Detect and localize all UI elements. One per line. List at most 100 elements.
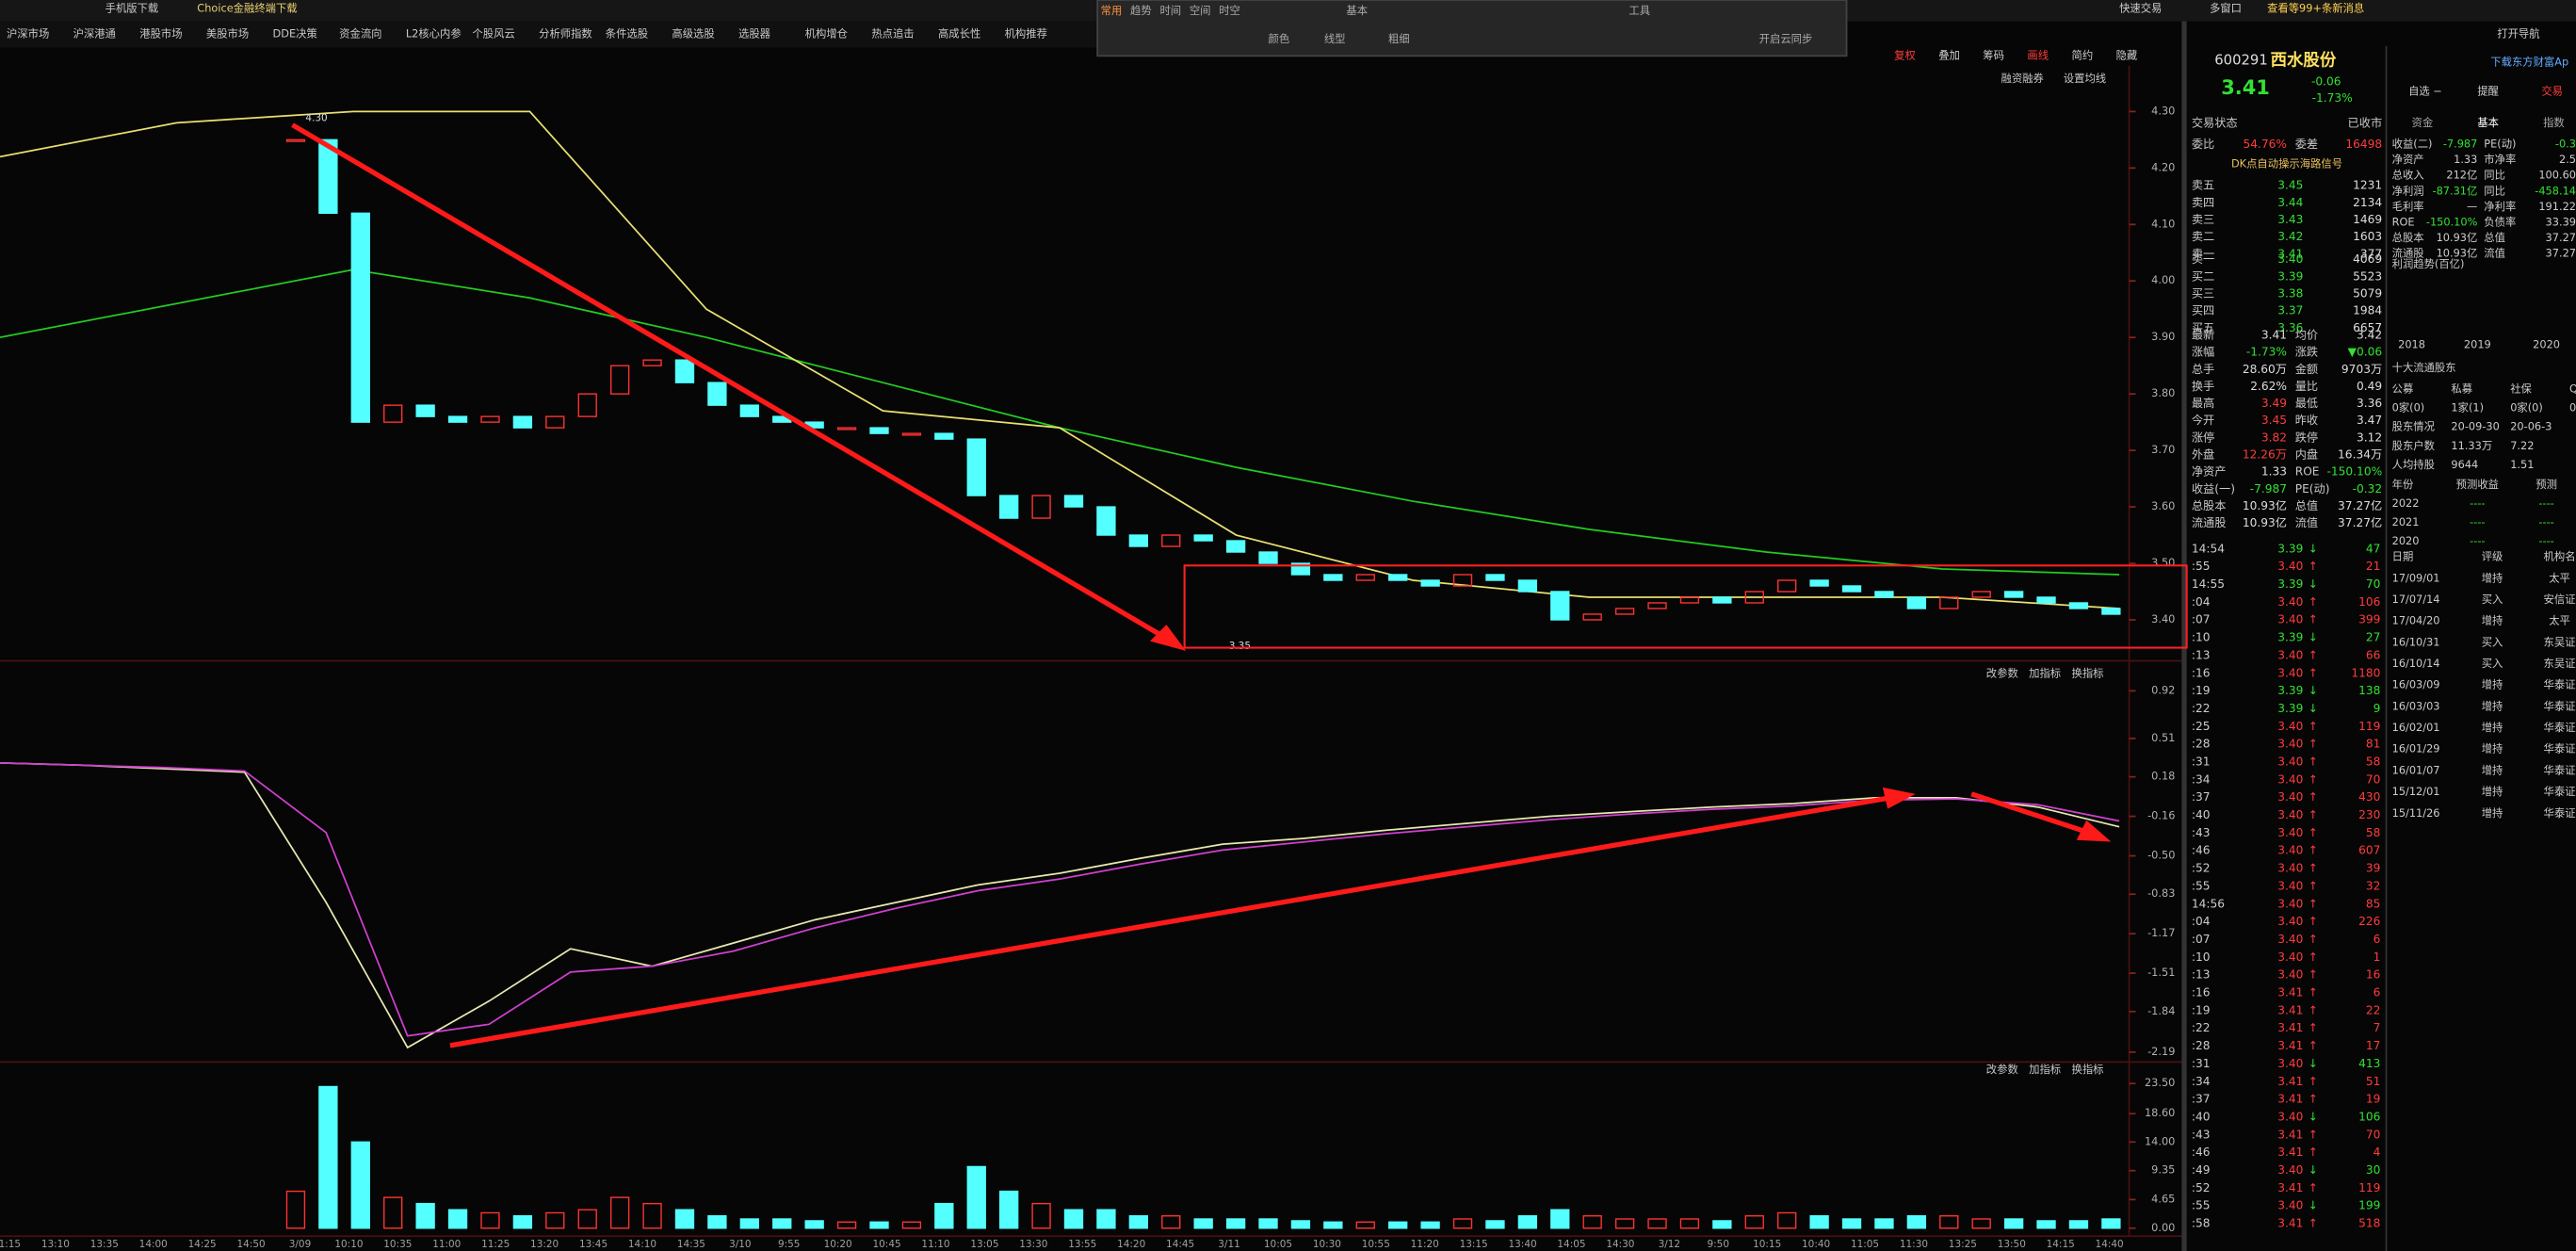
stock-code: 600291	[2214, 53, 2268, 69]
panel-link[interactable]: 换指标	[2072, 666, 2104, 679]
chart-link[interactable]: 融资融券	[2001, 72, 2045, 85]
x-tick-label: 14:50	[237, 1239, 266, 1250]
tick-price: 3.39	[2277, 702, 2303, 715]
label: 均价	[2295, 328, 2318, 341]
book-level: 买三	[2192, 287, 2214, 301]
label: 毛利率	[2392, 200, 2424, 213]
label: 16/10/14	[2392, 657, 2440, 670]
menu-item[interactable]: L2核心内参	[406, 27, 462, 41]
x-tick-label: 13:50	[1998, 1239, 2026, 1250]
x-tick-label: 14:40	[2096, 1239, 2124, 1250]
menu-item[interactable]: 港股市场	[139, 27, 182, 41]
label: 2.62%	[2250, 380, 2287, 393]
tick-volume: 70	[2366, 772, 2381, 786]
menu-item[interactable]: 热点追击	[871, 27, 914, 41]
chart-link[interactable]: 设置均线	[2064, 72, 2106, 85]
top-button[interactable]: 多窗口	[2210, 2, 2242, 15]
volume-bar	[772, 1218, 792, 1229]
button[interactable]: 提醒	[2477, 85, 2499, 98]
top-button[interactable]: 查看等99+条新消息	[2267, 2, 2364, 15]
tab[interactable]: 趋势	[1130, 4, 1152, 17]
section-title: 利润趋势(百亿)	[2392, 257, 2465, 270]
menu-item[interactable]: 分析师指数	[539, 27, 592, 41]
download-link[interactable]: 手机版下载	[105, 2, 159, 15]
tick-price: 3.40	[2277, 1057, 2303, 1070]
panel-link[interactable]: 加指标	[2029, 1063, 2061, 1076]
volume-bar	[415, 1202, 435, 1229]
tick-price: 3.40	[2277, 1110, 2303, 1123]
label: ROE	[2392, 215, 2415, 228]
button[interactable]: 自选 −	[2408, 85, 2442, 98]
y-tick-label: 0.92	[2151, 683, 2175, 696]
label: 2020	[2392, 534, 2420, 547]
x-tick-label: 14:05	[1557, 1239, 1585, 1250]
top-button[interactable]: 快速交易	[2119, 2, 2162, 15]
label: -150.10%	[2326, 465, 2382, 479]
menu-item[interactable]: DDE决策	[273, 27, 317, 41]
volume-bar	[1647, 1218, 1667, 1229]
tick-time: :37	[2192, 1093, 2211, 1106]
menu-item[interactable]: 选股器	[738, 27, 770, 41]
tick-direction: ↑	[2309, 560, 2318, 573]
x-tick-label: 14:30	[1606, 1239, 1634, 1250]
panel-link[interactable]: 加指标	[2029, 666, 2061, 679]
label: ----	[2470, 534, 2485, 547]
label: 评级	[2482, 550, 2503, 563]
book-volume: 5523	[2353, 269, 2382, 283]
label: ----	[2538, 534, 2553, 547]
menu-item[interactable]: 机构增仓	[805, 27, 848, 41]
x-tick-label: 11:05	[1851, 1239, 1879, 1250]
tick-time: :34	[2192, 772, 2211, 786]
label: 太平	[2549, 614, 2570, 627]
menu-item[interactable]: 机构推荐	[1005, 27, 1047, 41]
menu-item[interactable]: 高级选股	[672, 27, 714, 41]
download-link[interactable]: 下载东方财富Ap	[2490, 55, 2568, 68]
tab[interactable]: 基本	[2477, 116, 2499, 129]
signal-link[interactable]: DK点自动操示海路信号	[2231, 157, 2342, 171]
menu-item[interactable]: 资金流向	[339, 27, 381, 41]
menu-item[interactable]: 沪深港通	[73, 27, 116, 41]
chart-button[interactable]: 复权	[1894, 48, 1916, 61]
label: 20-09-30	[2451, 420, 2499, 433]
tab[interactable]: 常用	[1101, 4, 1123, 17]
chart-button[interactable]: 隐藏	[2116, 48, 2138, 61]
volume-bar	[1550, 1209, 1570, 1229]
tab[interactable]: 指数	[2543, 116, 2565, 129]
menu-item[interactable]: 美股市场	[206, 27, 249, 41]
chart-button[interactable]: 画线	[2027, 48, 2049, 61]
download-link[interactable]: Choice金融终端下载	[197, 2, 297, 15]
volume-bar	[609, 1196, 630, 1229]
top-button[interactable]: 打开导航	[2497, 27, 2539, 41]
chart-button[interactable]: 叠加	[1938, 48, 1960, 61]
tick-time: :52	[2192, 862, 2211, 875]
change-pct: -1.73%	[2312, 91, 2353, 105]
tick-direction: ↓	[2309, 1110, 2318, 1123]
panel-link[interactable]: 改参数	[1986, 1063, 2018, 1076]
tab[interactable]: 资金	[2412, 116, 2434, 129]
chart-button[interactable]: 简约	[2072, 48, 2094, 61]
menu-item[interactable]: 沪深市场	[7, 27, 49, 41]
tab[interactable]: 时空	[1219, 4, 1240, 17]
menu-item[interactable]: 高成长性	[938, 27, 980, 41]
label: 37.27	[2546, 247, 2576, 260]
label: 预测收益	[2456, 478, 2499, 491]
button[interactable]: 交易	[2541, 85, 2563, 98]
menu-item[interactable]: 个股风云	[472, 27, 514, 41]
tab[interactable]: 空间	[1190, 4, 1211, 17]
label: -87.31亿	[2432, 184, 2477, 197]
candle	[2003, 591, 2024, 598]
menu-item[interactable]: 条件选股	[606, 27, 648, 41]
tick-direction: ↑	[2309, 755, 2318, 769]
tick-price: 3.40	[2277, 738, 2303, 751]
book-price: 3.45	[2277, 179, 2303, 192]
sync-button[interactable]: 开启云同步	[1759, 32, 1813, 45]
tick-volume: 66	[2366, 648, 2381, 661]
panel-link[interactable]: 改参数	[1986, 666, 2018, 679]
chart-button[interactable]: 筹码	[1983, 48, 2004, 61]
tick-price: 3.40	[2277, 720, 2303, 733]
tick-direction: ↑	[2309, 1003, 2318, 1016]
tick-volume: 518	[2358, 1217, 2380, 1230]
label: 预测	[2535, 478, 2557, 491]
tab[interactable]: 时间	[1159, 4, 1181, 17]
panel-link[interactable]: 换指标	[2072, 1063, 2104, 1076]
